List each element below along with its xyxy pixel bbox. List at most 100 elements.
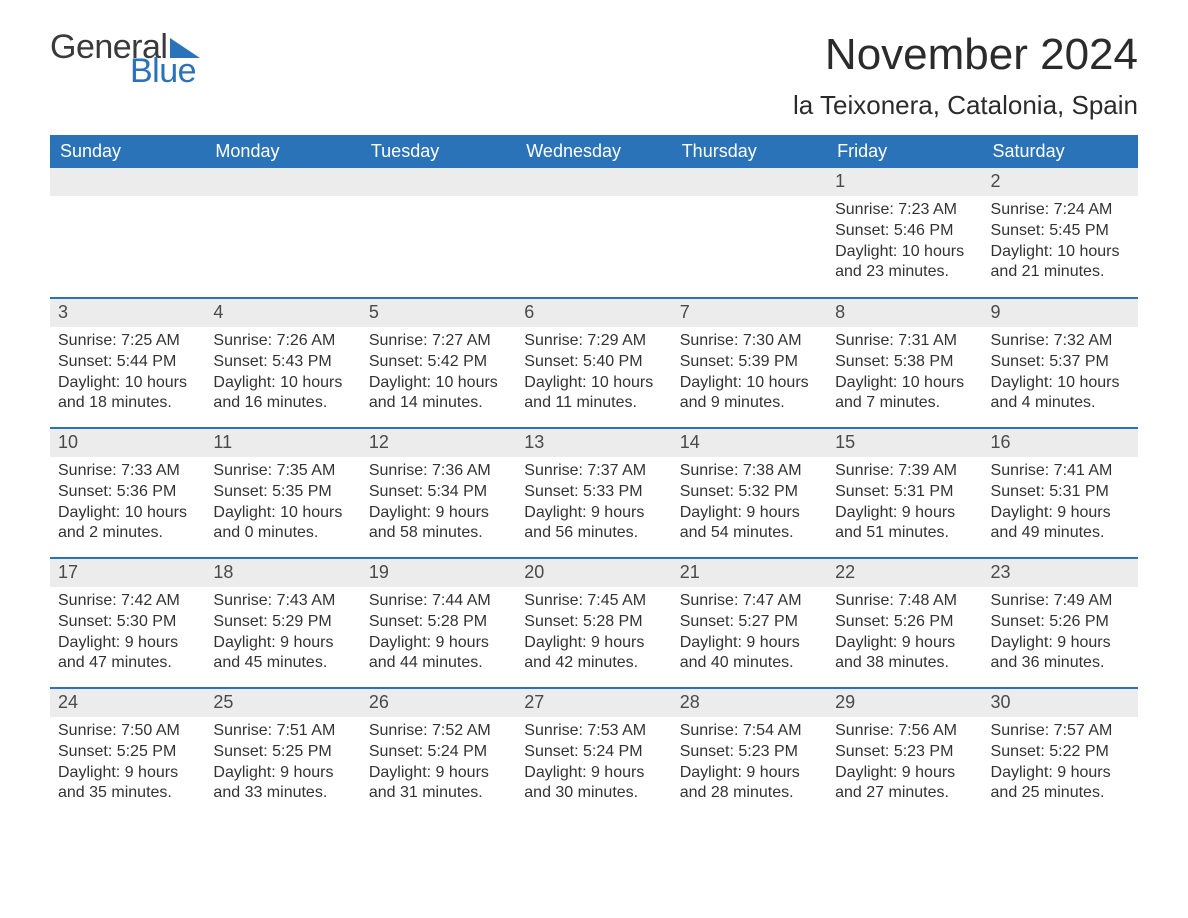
day-number: 14: [672, 429, 827, 457]
day-data: [205, 196, 360, 276]
day-number: [516, 168, 671, 196]
calendar-day-cell: [516, 168, 671, 298]
day-number: 30: [983, 689, 1138, 717]
calendar-day-cell: 1Sunrise: 7:23 AMSunset: 5:46 PMDaylight…: [827, 168, 982, 298]
calendar-day-cell: 14 Sunrise: 7:38 AMSunset: 5:32 PMDayligh…: [672, 428, 827, 558]
header: General Blue November 2024 la Teixonera,…: [50, 30, 1138, 129]
sunrise-line: Sunrise: 7:53 AM: [524, 721, 663, 742]
day-data: Sunrise: 7:26 AMSunset: 5:43 PMDaylight:…: [205, 327, 360, 422]
sunrise-line: Sunrise: 7:30 AM: [680, 331, 819, 352]
daylight-line: Daylight: 10 hours and 2 minutes.: [58, 503, 197, 545]
day-data: Sunrise: 7:31 AMSunset: 5:38 PMDaylight:…: [827, 327, 982, 422]
sunrise-line: Sunrise: 7:42 AM: [58, 591, 197, 612]
sunrise-line: Sunrise: 7:44 AM: [369, 591, 508, 612]
day-data: Sunrise: 7:25 AMSunset: 5:44 PMDaylight:…: [50, 327, 205, 422]
calendar-day-cell: 2Sunrise: 7:24 AMSunset: 5:45 PMDaylight…: [983, 168, 1138, 298]
calendar-day-cell: 13Sunrise: 7:37 AMSunset: 5:33 PMDayligh…: [516, 428, 671, 558]
day-number: 4: [205, 299, 360, 327]
calendar-day-cell: 28Sunrise: 7:54 AMSunset: 5:23 PMDayligh…: [672, 688, 827, 818]
calendar-day-cell: 18Sunrise: 7:43 AMSunset: 5:29 PMDayligh…: [205, 558, 360, 688]
calendar-day-cell: 10Sunrise: 7:33 AMSunset: 5:36 PMDayligh…: [50, 428, 205, 558]
sunset-line: Sunset: 5:24 PM: [524, 742, 663, 763]
day-number: 29: [827, 689, 982, 717]
daylight-line: Daylight: 9 hours and 30 minutes.: [524, 763, 663, 805]
day-data: Sunrise: 7:52 AMSunset: 5:24 PMDaylight:…: [361, 717, 516, 812]
day-number: 25: [205, 689, 360, 717]
day-data: Sunrise: 7:39 AMSunset: 5:31 PMDaylight:…: [827, 457, 982, 552]
day-data: Sunrise: 7:56 AMSunset: 5:23 PMDaylight:…: [827, 717, 982, 812]
daylight-line: Daylight: 10 hours and 16 minutes.: [213, 373, 352, 415]
calendar-day-cell: 4Sunrise: 7:26 AMSunset: 5:43 PMDaylight…: [205, 298, 360, 428]
sunrise-line: Sunrise: 7:27 AM: [369, 331, 508, 352]
day-number: [672, 168, 827, 196]
sunset-line: Sunset: 5:42 PM: [369, 352, 508, 373]
day-data: [516, 196, 671, 276]
sunset-line: Sunset: 5:32 PM: [680, 482, 819, 503]
brand-part2: Blue: [130, 54, 200, 88]
day-number: 6: [516, 299, 671, 327]
sunset-line: Sunset: 5:26 PM: [835, 612, 974, 633]
day-number: 10: [50, 429, 205, 457]
day-header: Tuesday: [361, 135, 516, 168]
day-data: Sunrise: 7:32 AMSunset: 5:37 PMDaylight:…: [983, 327, 1138, 422]
location-subtitle: la Teixonera, Catalonia, Spain: [793, 90, 1138, 121]
daylight-line: Daylight: 9 hours and 42 minutes.: [524, 633, 663, 675]
daylight-line: Daylight: 10 hours and 4 minutes.: [991, 373, 1130, 415]
daylight-line: Daylight: 9 hours and 31 minutes.: [369, 763, 508, 805]
sunrise-line: Sunrise: 7:25 AM: [58, 331, 197, 352]
day-number: 15: [827, 429, 982, 457]
daylight-line: Daylight: 9 hours and 54 minutes.: [680, 503, 819, 545]
day-data: Sunrise: 7:44 AMSunset: 5:28 PMDaylight:…: [361, 587, 516, 682]
day-header: Friday: [827, 135, 982, 168]
day-data: Sunrise: 7:47 AMSunset: 5:27 PMDaylight:…: [672, 587, 827, 682]
calendar-day-cell: 5Sunrise: 7:27 AMSunset: 5:42 PMDaylight…: [361, 298, 516, 428]
calendar-day-cell: 22Sunrise: 7:48 AMSunset: 5:26 PMDayligh…: [827, 558, 982, 688]
day-number: 22: [827, 559, 982, 587]
calendar-week-row: 17 Sunrise: 7:42 AMSunset: 5:30 PM Dayligh…: [50, 558, 1138, 688]
daylight-line: Daylight: 9 hours and 58 minutes.: [369, 503, 508, 545]
sunset-line: Sunset: 5:25 PM: [213, 742, 352, 763]
sunrise-line: Sunrise: 7:26 AM: [213, 331, 352, 352]
calendar-day-cell: 24Sunrise: 7:50 AMSunset: 5:25 PMDayligh…: [50, 688, 205, 818]
calendar-day-cell: 16Sunrise: 7:41 AMSunset: 5:31 PMDayligh…: [983, 428, 1138, 558]
day-number: 27: [516, 689, 671, 717]
sunrise-line: Sunrise: 7:49 AM: [991, 591, 1130, 612]
day-data: Sunrise: 7:45 AMSunset: 5:28 PMDaylight:…: [516, 587, 671, 682]
day-data: [50, 196, 205, 276]
daylight-line: Daylight: 9 hours and 51 minutes.: [835, 503, 974, 545]
sunset-line: Sunset: 5:34 PM: [369, 482, 508, 503]
sunrise-line: Sunrise: 7:43 AM: [213, 591, 352, 612]
calendar-day-cell: 27 Sunrise: 7:53 AMSunset: 5:24 PMDayligh…: [516, 688, 671, 818]
calendar-day-cell: 12Sunrise: 7:36 AMSunset: 5:34 PMDayligh…: [361, 428, 516, 558]
day-number: 24: [50, 689, 205, 717]
sunset-line: Sunset: 5:28 PM: [524, 612, 663, 633]
sunrise-line: Sunrise: 7:52 AM: [369, 721, 508, 742]
day-data: Sunrise: 7:41 AMSunset: 5:31 PMDaylight:…: [983, 457, 1138, 552]
daylight-line: Daylight: 10 hours and 7 minutes.: [835, 373, 974, 415]
day-number: 17: [50, 559, 205, 587]
calendar-day-cell: 26Sunrise: 7:52 AMSunset: 5:24 PMDayligh…: [361, 688, 516, 818]
sunset-line: Sunset: 5:45 PM: [991, 221, 1130, 242]
sunset-line: Sunset: 5:24 PM: [369, 742, 508, 763]
daylight-line: Daylight: 10 hours and 0 minutes.: [213, 503, 352, 545]
sunrise-line: Sunrise: 7:38 AM: [680, 461, 819, 482]
daylight-line: Daylight: 9 hours and 33 minutes.: [213, 763, 352, 805]
day-data: Sunrise: 7:49 AMSunset: 5:26 PMDaylight:…: [983, 587, 1138, 682]
sunrise-line: Sunrise: 7:57 AM: [991, 721, 1130, 742]
sunset-line: Sunset: 5:31 PM: [835, 482, 974, 503]
sunset-line: Sunset: 5:30 PM: [58, 612, 197, 633]
sunrise-line: Sunrise: 7:37 AM: [524, 461, 663, 482]
sunrise-line: Sunrise: 7:39 AM: [835, 461, 974, 482]
calendar-day-cell: [50, 168, 205, 298]
day-header: Monday: [205, 135, 360, 168]
daylight-line: Daylight: 9 hours and 45 minutes.: [213, 633, 352, 675]
day-number: 2: [983, 168, 1138, 196]
day-number: 7: [672, 299, 827, 327]
calendar-day-cell: [205, 168, 360, 298]
day-number: 21: [672, 559, 827, 587]
day-number: 9: [983, 299, 1138, 327]
day-header: Wednesday: [516, 135, 671, 168]
daylight-line: Daylight: 9 hours and 25 minutes.: [991, 763, 1130, 805]
sunset-line: Sunset: 5:23 PM: [835, 742, 974, 763]
daylight-line: Daylight: 9 hours and 40 minutes.: [680, 633, 819, 675]
